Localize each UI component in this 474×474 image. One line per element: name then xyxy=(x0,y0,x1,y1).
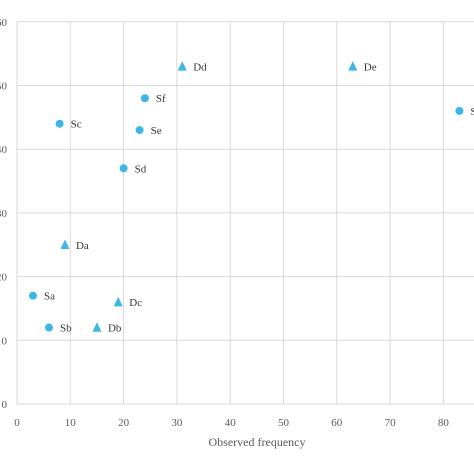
y-tick-labels: 0 10 20 30 40 50 60 xyxy=(0,17,8,411)
point-label-db: Db xyxy=(108,323,122,335)
point-sf xyxy=(140,94,149,103)
x-tick-label: 60 xyxy=(331,417,343,429)
point-label-s: S xyxy=(470,106,474,118)
x-tick-label: 0 xyxy=(14,417,20,429)
x-axis-title: Observed frequency xyxy=(209,435,306,449)
point-label-dd: Dd xyxy=(193,61,207,73)
x-tick-label: 70 xyxy=(385,417,397,429)
point-sb xyxy=(44,323,53,332)
point-label-se: Se xyxy=(151,125,162,137)
point-label-de: De xyxy=(364,61,377,73)
point-de xyxy=(348,61,358,71)
point-dc xyxy=(113,296,123,307)
data-points: Sa Sb Sc Sd Se Sf S Da Db Dc Dd De xyxy=(28,61,474,335)
x-tick-labels: 0 10 20 30 40 50 60 70 80 xyxy=(14,417,449,429)
point-s xyxy=(455,106,464,115)
point-sc xyxy=(55,119,64,128)
y-tick-label: 20 xyxy=(0,272,8,284)
x-tick-label: 30 xyxy=(171,417,183,429)
x-tick-label: 80 xyxy=(438,417,450,429)
y-tick-label: 60 xyxy=(0,17,8,29)
point-dd xyxy=(177,61,187,71)
y-tick-label: 30 xyxy=(0,208,8,220)
x-tick-label: 40 xyxy=(225,417,237,429)
y-tick-label: 50 xyxy=(0,81,8,93)
x-tick-label: 10 xyxy=(65,417,77,429)
point-label-sb: Sb xyxy=(60,323,72,335)
y-tick-label: 10 xyxy=(0,335,8,347)
point-label-da: Da xyxy=(76,240,89,252)
point-db xyxy=(92,322,102,332)
point-sa xyxy=(28,291,37,300)
point-label-dc: Dc xyxy=(129,297,142,309)
point-label-sd: Sd xyxy=(135,163,147,175)
point-label-sc: Sc xyxy=(71,119,82,131)
x-tick-label: 20 xyxy=(118,417,130,429)
point-se xyxy=(135,126,144,135)
x-tick-label: 50 xyxy=(278,417,290,429)
grid-lines xyxy=(16,21,474,405)
point-label-sf: Sf xyxy=(156,93,166,105)
point-sd xyxy=(119,164,128,173)
point-label-sa: Sa xyxy=(44,291,55,303)
y-tick-label: 40 xyxy=(0,144,8,156)
point-da xyxy=(60,239,70,249)
y-tick-label: 0 xyxy=(2,399,8,411)
